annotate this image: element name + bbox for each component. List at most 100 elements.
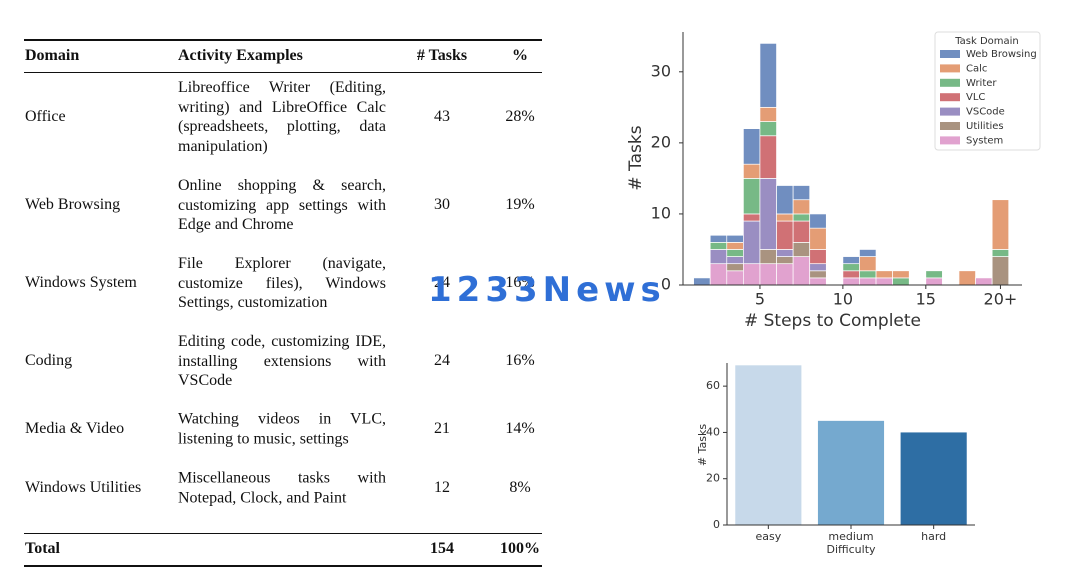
bar-segment (842, 277, 860, 286)
bar-segment (726, 249, 744, 257)
bar-segment (809, 277, 827, 286)
bar-segment (792, 242, 811, 257)
bar-segment (892, 270, 910, 279)
table-rule (24, 533, 542, 534)
x-tick-label: medium (828, 530, 873, 543)
bar-segment (759, 249, 777, 265)
bar-segment (776, 220, 794, 250)
bar-segment (759, 135, 777, 179)
x-tick-label: hard (921, 530, 946, 543)
x-axis-label: # Steps to Complete (744, 311, 921, 331)
bar (817, 420, 885, 525)
number-cell: 30 (434, 196, 450, 213)
legend-label: Writer (966, 78, 997, 89)
legend-swatch (940, 93, 960, 102)
total-cell: Total (25, 540, 60, 557)
header-cell: % (512, 47, 528, 64)
legend-label: Calc (966, 63, 987, 74)
number-cell: 8% (509, 479, 531, 496)
bar-segment (925, 270, 943, 279)
bar-segment (792, 199, 811, 215)
bar-segment (709, 242, 728, 250)
y-tick-label: 0 (713, 518, 720, 531)
legend-box (934, 31, 1041, 151)
bar-segment (759, 43, 777, 108)
y-tick-label: 20 (706, 472, 720, 485)
y-tick-label: 60 (706, 379, 720, 392)
domain-cell: Windows Utilities (25, 479, 142, 496)
bar-segment (792, 220, 811, 243)
bar-segment (859, 249, 877, 257)
watermark: 1233News (428, 270, 666, 310)
bar-segment (776, 263, 794, 286)
legend-swatch (940, 122, 960, 130)
bar-segment (743, 178, 761, 215)
number-cell: 19% (505, 196, 535, 213)
bar-segment (991, 249, 1010, 257)
bar-segment (743, 163, 761, 179)
bar-segment (792, 213, 811, 222)
total-cell: 154 (430, 540, 454, 557)
bar-segment (759, 178, 777, 250)
legend-label: Utilities (966, 121, 1004, 132)
legend-label: VSCode (966, 107, 1005, 118)
legend-swatch (940, 50, 960, 58)
bar-segment (991, 199, 1010, 250)
bar-segment (809, 249, 827, 265)
activity-cell: Editing code, customizing IDE, installin… (178, 332, 386, 389)
bar-segment (809, 227, 827, 250)
number-cell: 16% (505, 352, 535, 369)
bar-segment (726, 242, 744, 250)
bar-segment (709, 234, 728, 243)
bar-segment (975, 277, 993, 286)
bar-segment (892, 277, 910, 286)
activity-cell: Miscellaneous tasks with Notepad, Clock,… (178, 469, 386, 507)
bar-segment (726, 263, 744, 272)
bar-segment (875, 270, 893, 279)
legend-title: Task Domain (954, 36, 1019, 47)
legend-label: Web Browsing (966, 49, 1037, 60)
bar-segment (842, 256, 860, 265)
bar-segment (776, 249, 794, 257)
bar-segment (776, 213, 794, 222)
legend-swatch (940, 107, 960, 116)
domain-cell: Office (25, 108, 66, 125)
bar-segment (743, 220, 761, 265)
domain-cell: Media & Video (25, 420, 125, 437)
x-tick-label: 5 (755, 290, 765, 309)
number-cell: 24 (434, 352, 450, 369)
bar-segment (792, 256, 811, 286)
y-axis-label: # Tasks (626, 125, 646, 190)
legend-swatch (940, 78, 960, 87)
legend-swatch (940, 64, 960, 73)
bar-segment (991, 256, 1010, 286)
number-cell: 43 (434, 108, 450, 125)
legend-label: System (966, 135, 1003, 146)
domain-cell: Windows System (25, 274, 137, 291)
y-tick-label: 0 (661, 275, 671, 294)
y-tick-label: 20 (651, 132, 671, 151)
x-tick-label: 10 (833, 290, 853, 309)
number-cell: 14% (505, 420, 535, 437)
number-cell: 12 (434, 479, 450, 496)
bar-segment (792, 185, 811, 201)
header-cell: Domain (25, 47, 80, 64)
number-cell: 28% (505, 108, 535, 125)
bar-segment (842, 270, 860, 279)
activity-cell: Online shopping & search, customizing ap… (178, 176, 386, 233)
y-tick-label: 40 (706, 425, 720, 438)
bar-segment (709, 249, 728, 265)
bar-segment (743, 263, 761, 286)
table-rule (24, 565, 542, 567)
bar-segment (759, 121, 777, 137)
table-rule (24, 39, 542, 41)
header-cell: # Tasks (416, 47, 468, 64)
bar-segment (726, 256, 744, 265)
bar-segment (859, 256, 877, 272)
bar-segment (809, 263, 827, 272)
bar-segment (875, 277, 893, 286)
x-tick-label: 15 (916, 290, 936, 309)
bar (900, 432, 967, 525)
